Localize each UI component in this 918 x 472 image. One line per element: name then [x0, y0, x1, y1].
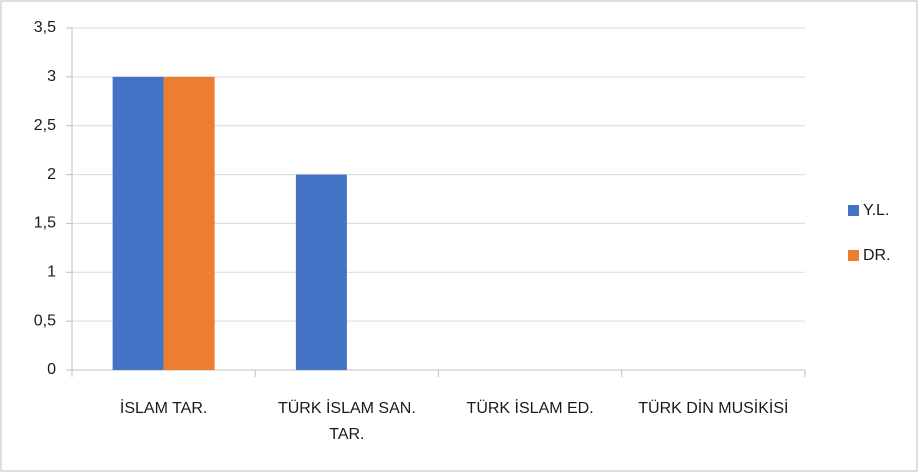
y-tick-label: 1,5 [34, 215, 56, 232]
y-tick-label: 0,5 [34, 312, 56, 329]
y-tick-label: 2 [47, 166, 56, 183]
bar [163, 76, 215, 370]
x-tick-label: TÜRK DİN MUSİKİSİ [638, 400, 789, 417]
legend-label: DR. [863, 247, 891, 264]
x-tick-label: TÜRK İSLAM SAN. TAR. [277, 400, 416, 443]
y-tick-label: 0 [47, 361, 56, 378]
y-tick-label: 3,5 [34, 19, 56, 36]
y-tick-label: 1 [47, 264, 56, 281]
y-tick-label: 3 [47, 68, 56, 85]
y-tick-label: 2,5 [34, 117, 56, 134]
x-tick-label: TÜRK İSLAM ED. [466, 400, 594, 417]
legend-swatch [848, 205, 859, 216]
bar [112, 76, 164, 370]
x-tick-label: İSLAM TAR. [119, 400, 208, 417]
bar [295, 174, 347, 370]
legend-label: Y.L. [863, 202, 889, 219]
legend-swatch [848, 250, 859, 261]
